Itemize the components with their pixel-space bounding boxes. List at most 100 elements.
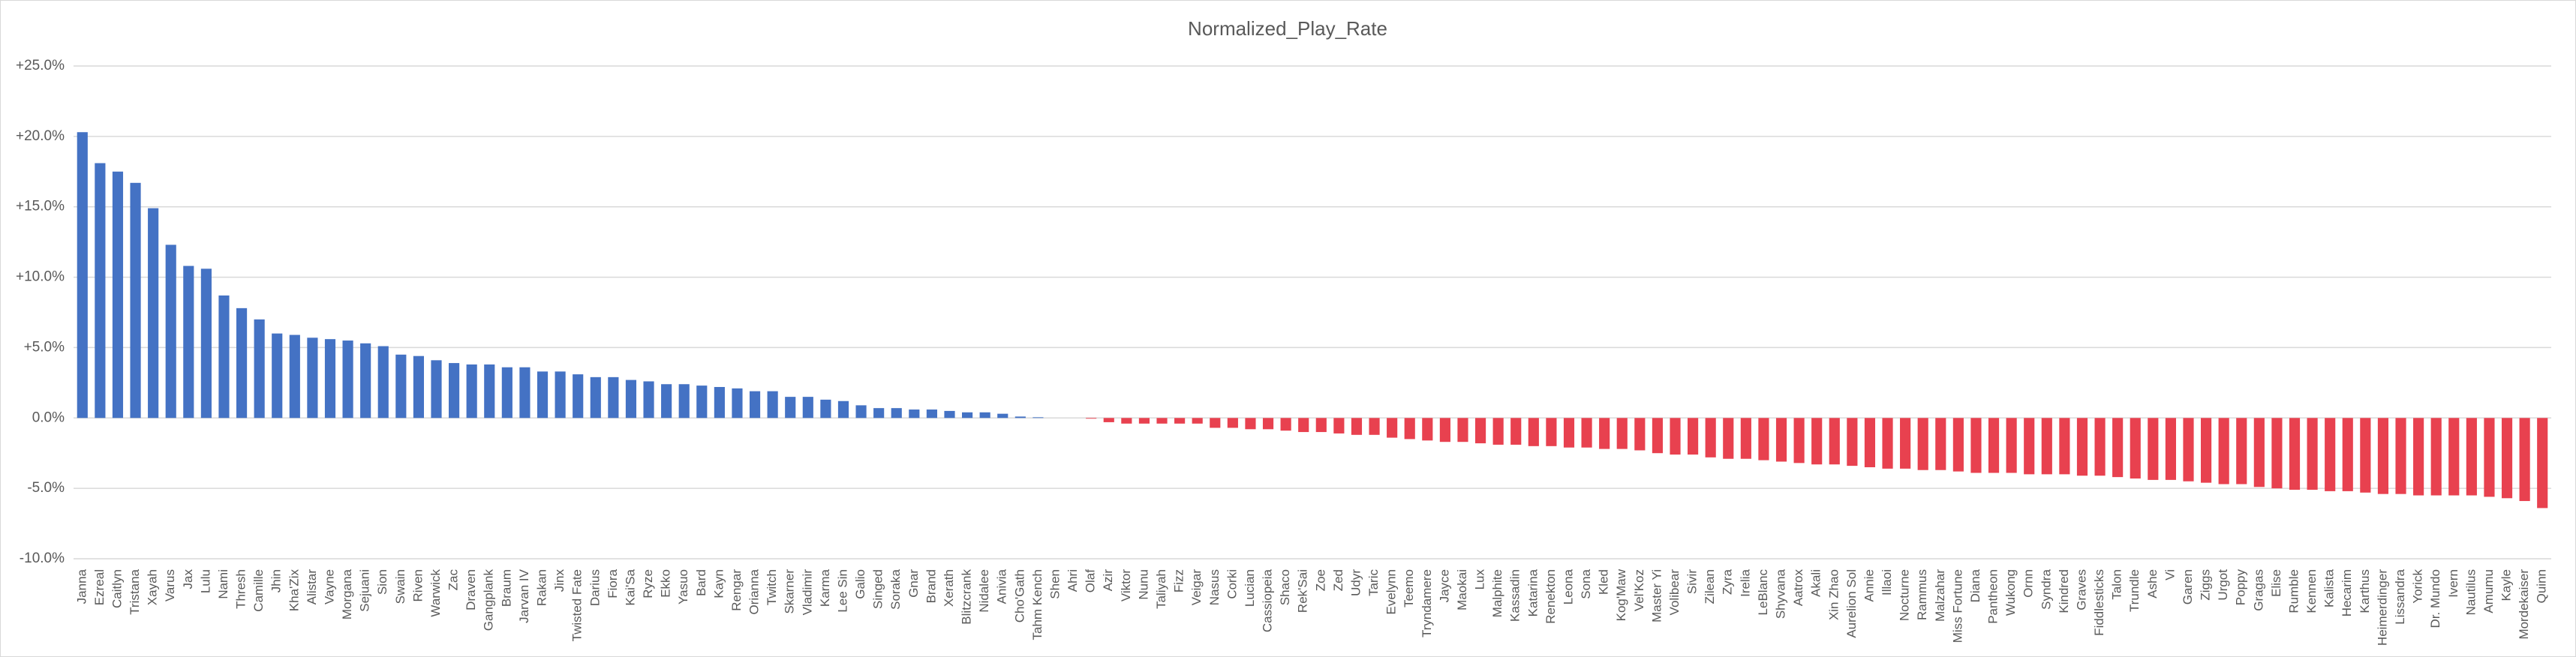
bar [2112, 418, 2124, 478]
bar [1033, 417, 1044, 418]
bar [2148, 418, 2159, 480]
bar [785, 397, 796, 418]
bar [926, 410, 937, 418]
x-tick-label: Kled [1597, 569, 1611, 595]
x-tick-label: Aatrox [1791, 569, 1805, 607]
x-tick-label: Anivia [995, 568, 1009, 604]
bar [1103, 418, 1114, 422]
bar [1351, 418, 1363, 435]
bar [2041, 418, 2052, 475]
bar [1775, 418, 1787, 462]
x-tick-label: Ekko [659, 569, 673, 598]
x-tick-label: Trundle [2127, 569, 2142, 612]
bar [360, 343, 371, 418]
x-tick-label: Karthus [2358, 569, 2372, 614]
bar [2484, 418, 2495, 497]
bar [2307, 418, 2318, 490]
bar [1315, 418, 1327, 433]
x-tick-label: Taliyah [1154, 569, 1168, 609]
bar [1935, 418, 1946, 470]
bar [608, 376, 619, 418]
bar [1705, 418, 1716, 458]
bar [1387, 418, 1398, 438]
bar [2271, 418, 2283, 489]
x-tick-label: Urgot [2216, 569, 2230, 601]
bar [1652, 418, 1663, 454]
bar [1014, 416, 1026, 418]
x-tick-label: Nunu [1136, 569, 1150, 600]
bar [696, 386, 708, 418]
x-tick-label: Nasus [1207, 569, 1222, 605]
x-tick-label: Vi [2163, 569, 2177, 580]
x-tick-label: Hecarim [2340, 569, 2354, 616]
x-tick-label: Illaoi [1880, 569, 1894, 596]
x-tick-label: Singed [871, 569, 885, 609]
bar [661, 384, 672, 418]
x-tick-label: Renekton [1543, 569, 1558, 624]
x-tick-label: Rammus [1915, 569, 1929, 620]
bar [1457, 418, 1468, 442]
bar [1970, 418, 1982, 473]
y-tick-label: +20.0% [16, 128, 65, 144]
x-tick-label: Kalista [2322, 568, 2337, 608]
x-tick-label: Ryze [641, 569, 655, 598]
bar [537, 371, 549, 418]
bar [1634, 418, 1646, 451]
x-tick-label: Draven [464, 569, 478, 610]
x-tick-label: Veigar [1189, 569, 1204, 606]
x-tick-label: Kayn [711, 569, 726, 598]
x-tick-label: Gnar [906, 569, 921, 598]
bar [2165, 418, 2176, 480]
x-tick-label: Warwick [428, 569, 443, 617]
x-tick-label: Rumble [2286, 569, 2301, 614]
x-tick-label: Irelia [1738, 568, 1752, 596]
bar [1439, 418, 1450, 442]
x-tick-label: Diana [1968, 568, 1982, 602]
x-tick-label: Lissandra [2393, 568, 2407, 624]
bar [130, 182, 141, 418]
x-tick-label: Azir [1101, 569, 1115, 592]
x-tick-label: Nocturne [1898, 569, 1912, 621]
x-tick-label: Ashe [2145, 569, 2160, 598]
x-tick-label: Blitzcrank [960, 569, 974, 625]
bar [1474, 418, 1486, 444]
x-tick-label: Lee Sin [835, 569, 849, 613]
x-tick-label: Maokai [1455, 569, 1469, 610]
x-tick-label: Poppy [2234, 569, 2248, 606]
x-tick-label: Vladimir [800, 569, 814, 616]
bar [891, 408, 902, 418]
x-tick-label: Rek'Sai [1296, 569, 1310, 613]
bar [767, 391, 778, 418]
bar [1298, 418, 1309, 433]
bar [1528, 418, 1539, 446]
bar [855, 405, 867, 418]
x-tick-label: Nautilus [2463, 569, 2478, 615]
x-tick-label: Kassadin [1508, 569, 1522, 622]
x-tick-label: Kayle [2499, 569, 2514, 602]
bar [2289, 418, 2301, 490]
x-tick-label: Aurelion Sol [1844, 569, 1859, 638]
bar [2430, 418, 2442, 496]
bar [1688, 418, 1699, 455]
x-tick-label: Evelynn [1384, 569, 1399, 614]
x-tick-label: Master Yi [1649, 569, 1664, 622]
x-tick-label: Tristana [128, 568, 142, 614]
y-tick-label: -10.0% [20, 550, 65, 566]
bar [1616, 418, 1628, 449]
x-tick-label: Riven [410, 569, 425, 602]
bar [2130, 418, 2141, 479]
x-tick-label: Orianna [747, 568, 762, 614]
x-tick-label: Brand [924, 569, 938, 603]
bar [165, 244, 176, 418]
x-tick-label: Volibear [1667, 569, 1682, 616]
x-tick-label: Talon [2110, 569, 2124, 600]
bar [2395, 418, 2406, 494]
bar [1740, 418, 1751, 459]
bar [1882, 418, 1893, 469]
x-tick-label: Kha'Zix [287, 569, 301, 612]
bar [1227, 418, 1238, 428]
x-tick-label: Udyr [1348, 569, 1363, 596]
bar [714, 386, 725, 418]
bar [962, 412, 973, 418]
